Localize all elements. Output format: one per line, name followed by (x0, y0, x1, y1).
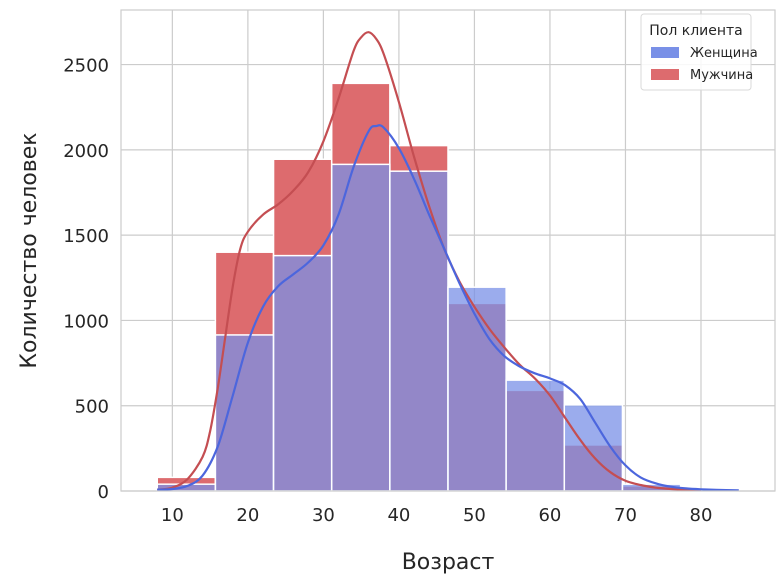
x-tick-label: 70 (614, 505, 637, 526)
y-tick-label: 2000 (63, 141, 109, 162)
female-bar (214, 334, 275, 492)
female-bar (505, 379, 566, 492)
y-tick-label: 2500 (63, 56, 109, 77)
male-kde-line (157, 31, 702, 492)
kde-curves (157, 31, 739, 492)
x-tick-label: 30 (312, 505, 335, 526)
legend-label-male: Мужчина (690, 68, 753, 83)
x-tick-label: 40 (387, 505, 410, 526)
x-axis-label: Возраст (402, 550, 495, 575)
y-tick-label: 1000 (63, 311, 109, 332)
x-tick-labels: 10 20 30 40 50 60 70 80 (161, 505, 713, 526)
legend-swatch-male (651, 69, 679, 80)
female-kde-line (157, 124, 739, 492)
y-tick-labels: 0 500 1000 1500 2000 2500 (63, 56, 109, 503)
female-bar (389, 170, 449, 492)
y-tick-label: 1500 (63, 226, 109, 247)
legend-title: Пол клиента (649, 23, 743, 39)
x-tick-label: 10 (161, 505, 184, 526)
plot-frame (120, 9, 776, 492)
x-tick-label: 80 (690, 505, 713, 526)
x-tick-label: 50 (463, 505, 486, 526)
x-tick-label: 60 (538, 505, 561, 526)
legend: Пол клиента Женщина Мужчина (640, 13, 758, 91)
legend-label-female: Женщина (690, 46, 758, 61)
female-bar (330, 163, 391, 492)
x-tick-label: 20 (236, 505, 259, 526)
legend-swatch-female (651, 47, 679, 58)
female-bar (272, 254, 333, 492)
y-axis-label: Количество человек (17, 132, 42, 368)
y-tick-label: 500 (75, 397, 109, 418)
y-tick-label: 0 (98, 482, 109, 503)
